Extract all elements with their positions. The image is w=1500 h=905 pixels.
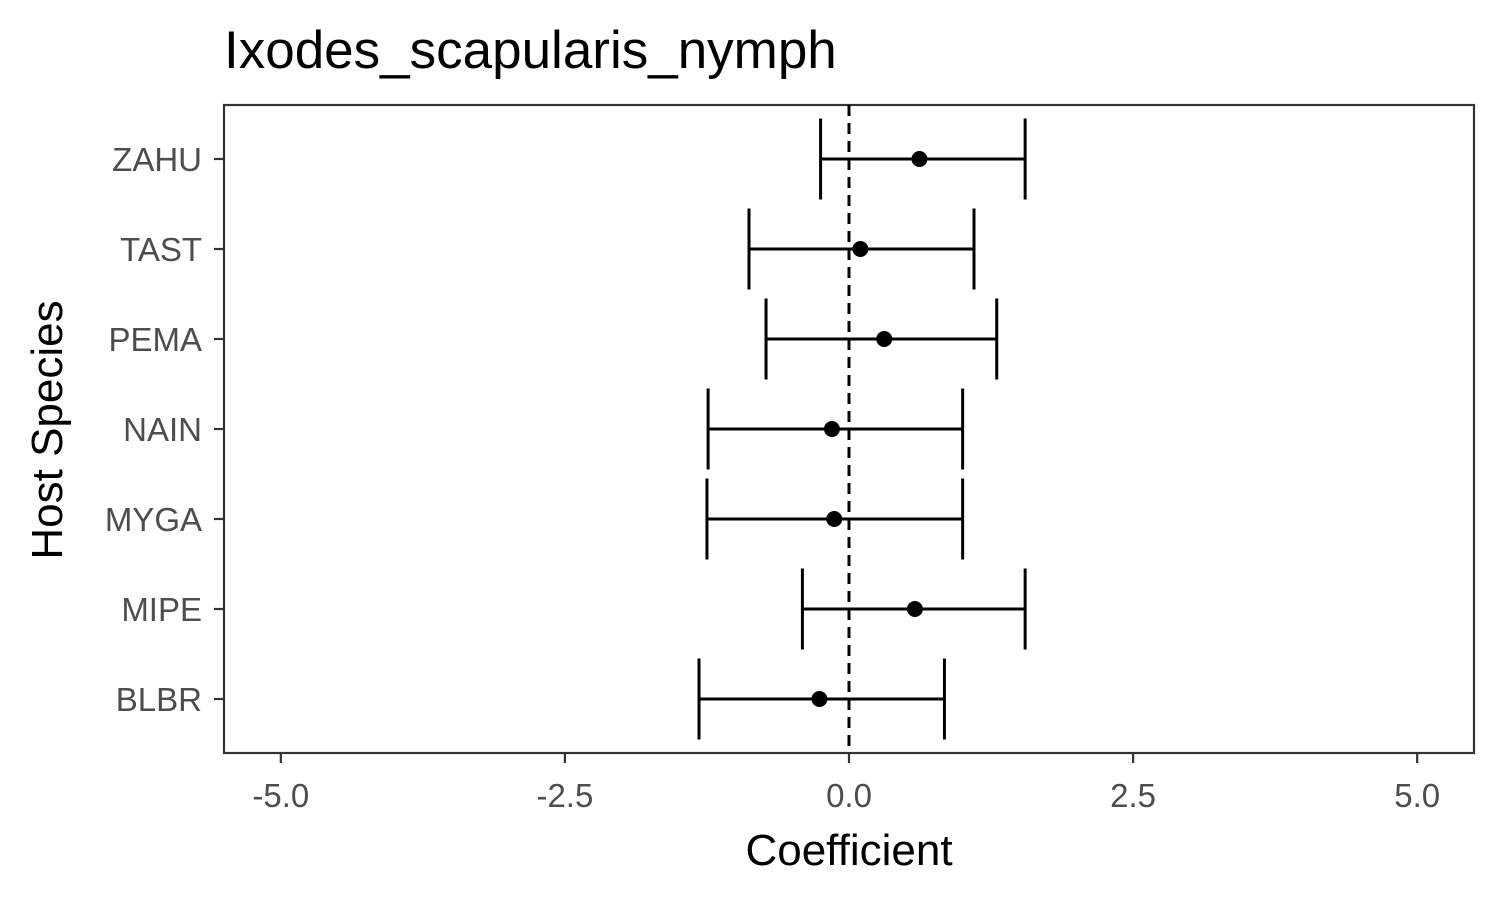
y-tick-label: BLBR bbox=[116, 681, 202, 718]
estimate-point bbox=[876, 331, 893, 347]
estimate-point bbox=[852, 241, 869, 257]
x-axis-title: Coefficient bbox=[745, 826, 952, 875]
estimate-point bbox=[823, 421, 840, 437]
y-tick-label: MYGA bbox=[105, 501, 202, 538]
y-tick-label: MIPE bbox=[121, 591, 202, 628]
plot-area: -5.0 -2.5 0.0 2.5 5.0 ZAHU TAST PEMA NAIN MYGA MIP… bbox=[105, 103, 1476, 814]
y-tick-label: PEMA bbox=[108, 321, 202, 358]
y-tick-label: NAIN bbox=[123, 411, 202, 448]
x-tick-label: 5.0 bbox=[1394, 777, 1440, 814]
y-axis-title: Host Species bbox=[23, 300, 72, 559]
x-tick-label: 2.5 bbox=[1110, 777, 1156, 814]
estimate-point bbox=[811, 691, 828, 707]
y-tick-label: ZAHU bbox=[112, 141, 202, 178]
x-tick-label: 0.0 bbox=[826, 777, 872, 814]
x-tick-label: -5.0 bbox=[252, 777, 309, 814]
x-tick-label: -2.5 bbox=[536, 777, 593, 814]
chart-title: Ixodes_scapularis_nymph bbox=[224, 21, 837, 80]
estimate-point bbox=[826, 511, 843, 527]
y-tick-label: TAST bbox=[120, 231, 202, 268]
estimate-point bbox=[911, 151, 928, 167]
estimate-point bbox=[906, 601, 923, 617]
